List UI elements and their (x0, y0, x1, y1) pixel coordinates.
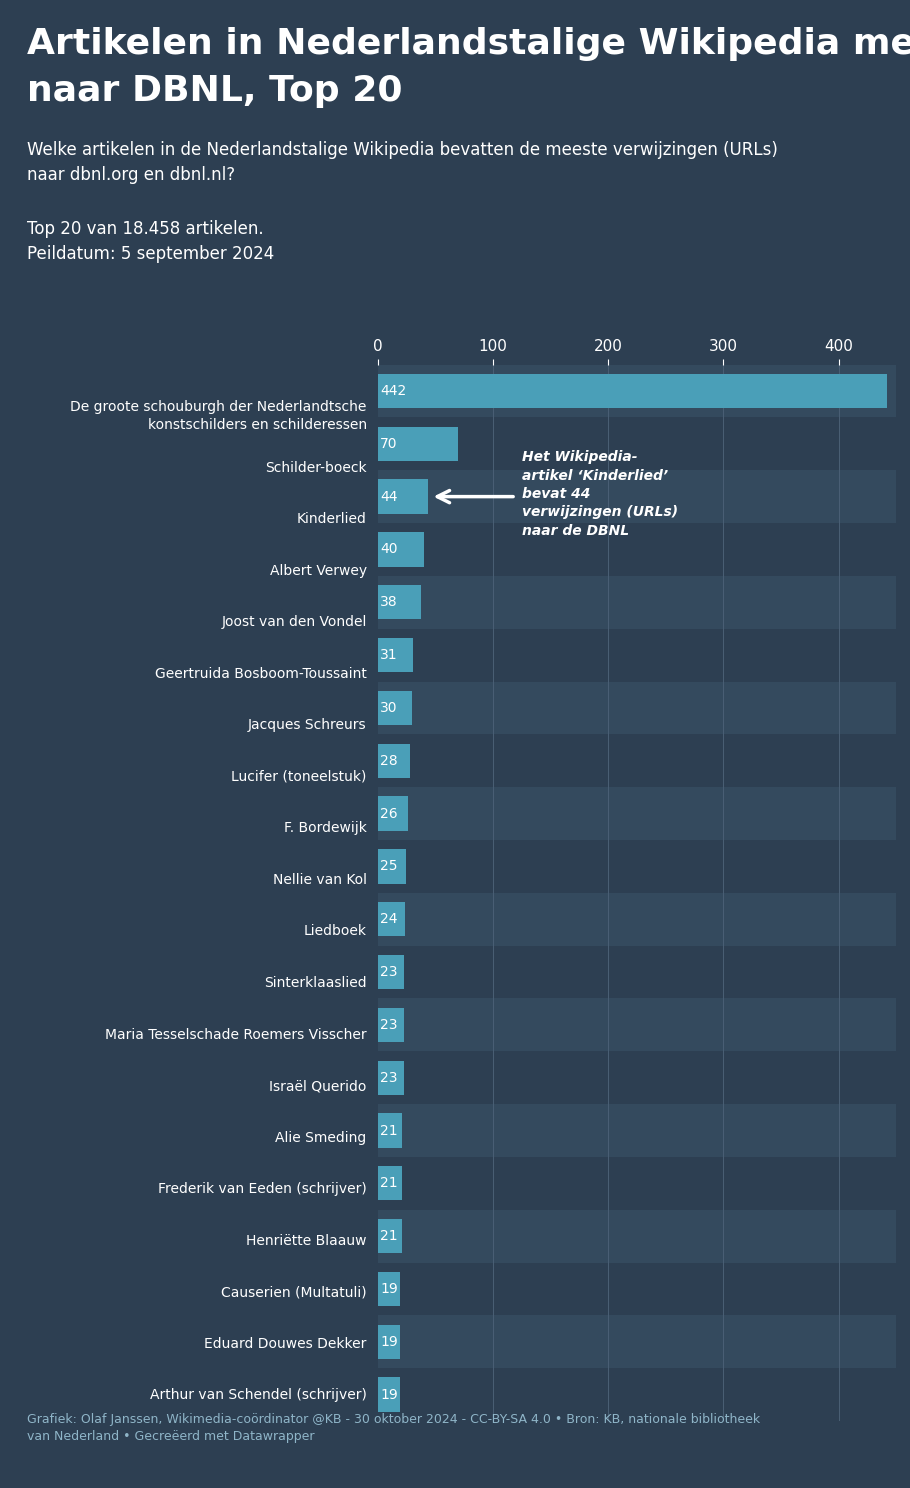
Text: Joost van den Vondel: Joost van den Vondel (221, 615, 367, 629)
Text: Eduard Douwes Dekker: Eduard Douwes Dekker (205, 1336, 367, 1351)
Text: 19: 19 (380, 1388, 398, 1402)
Text: 24: 24 (380, 912, 398, 926)
Bar (378, 1051, 896, 1104)
Text: Albert Verwey: Albert Verwey (269, 564, 367, 577)
Bar (378, 638, 413, 673)
Bar (378, 470, 896, 522)
Bar (378, 796, 408, 830)
Text: 25: 25 (380, 860, 398, 873)
Text: Grafiek: Olaf Janssen, Wikimedia-coördinator @KB - 30 oktober 2024 - CC-BY-SA 4.: Grafiek: Olaf Janssen, Wikimedia-coördin… (27, 1414, 761, 1443)
Bar (378, 787, 896, 839)
Text: Liedboek: Liedboek (304, 924, 367, 939)
Text: 19: 19 (380, 1283, 398, 1296)
Bar (378, 1219, 402, 1253)
Text: 30: 30 (380, 701, 398, 714)
Bar (378, 893, 896, 946)
Text: 44: 44 (380, 490, 398, 503)
Text: 21: 21 (380, 1123, 398, 1137)
Bar (378, 533, 424, 567)
Text: Henriëtte Blaauw: Henriëtte Blaauw (247, 1234, 367, 1247)
Bar (378, 479, 429, 513)
Bar (378, 1104, 896, 1158)
Text: 38: 38 (380, 595, 398, 609)
Bar (378, 690, 412, 725)
Bar (378, 1061, 404, 1095)
Text: Het Wikipedia-
artikel ‘Kinderlied’
bevat 44
verwijzingen (URLs)
naar de DBNL: Het Wikipedia- artikel ‘Kinderlied’ beva… (521, 451, 678, 537)
Bar (378, 839, 896, 893)
Text: Jacques Schreurs: Jacques Schreurs (248, 719, 367, 732)
Bar (378, 998, 896, 1051)
Text: Maria Tesselschade Roemers Visscher: Maria Tesselschade Roemers Visscher (105, 1028, 367, 1042)
Text: Schilder-boeck: Schilder-boeck (265, 461, 367, 475)
Text: Kinderlied: Kinderlied (297, 512, 367, 527)
Bar (378, 1378, 399, 1412)
Bar (378, 1007, 404, 1042)
Bar (378, 628, 896, 682)
Text: 23: 23 (380, 1071, 398, 1085)
Text: 26: 26 (380, 806, 398, 820)
Text: 19: 19 (380, 1335, 398, 1348)
Bar (378, 902, 405, 936)
Bar (378, 1210, 896, 1262)
Bar (378, 1315, 896, 1369)
Text: Sinterklaaslied: Sinterklaaslied (264, 976, 367, 990)
Text: Causerien (Multatuli): Causerien (Multatuli) (221, 1286, 367, 1299)
Bar (378, 1158, 896, 1210)
Bar (378, 734, 896, 787)
Text: 23: 23 (380, 1018, 398, 1031)
Text: F. Bordewijk: F. Bordewijk (284, 821, 367, 835)
Text: 21: 21 (380, 1229, 398, 1242)
Bar (378, 744, 410, 778)
Text: 21: 21 (380, 1177, 398, 1190)
Bar (378, 682, 896, 734)
Bar (378, 946, 896, 998)
Bar (378, 850, 407, 884)
Text: 70: 70 (380, 437, 398, 451)
Bar (378, 373, 887, 408)
Text: naar DBNL, Top 20: naar DBNL, Top 20 (27, 74, 403, 109)
Text: De groote schouburgh der Nederlandtsche
konstschilders en schilderessen: De groote schouburgh der Nederlandtsche … (70, 400, 367, 432)
Text: Nellie van Kol: Nellie van Kol (273, 873, 367, 887)
Bar (378, 427, 459, 461)
Text: Artikelen in Nederlandstalige Wikipedia met meeste links: Artikelen in Nederlandstalige Wikipedia … (27, 27, 910, 61)
Text: 40: 40 (380, 543, 398, 557)
Bar (378, 365, 896, 417)
Bar (378, 1369, 896, 1421)
Text: Top 20 van 18.458 artikelen.
Peildatum: 5 september 2024: Top 20 van 18.458 artikelen. Peildatum: … (27, 220, 275, 263)
Bar (378, 585, 421, 619)
Bar (378, 1113, 402, 1147)
Bar (378, 1167, 402, 1201)
Text: 442: 442 (380, 384, 406, 397)
Text: Welke artikelen in de Nederlandstalige Wikipedia bevatten de meeste verwijzingen: Welke artikelen in de Nederlandstalige W… (27, 141, 778, 185)
Bar (378, 955, 404, 990)
Text: 23: 23 (380, 966, 398, 979)
Text: Geertruida Bosboom-Toussaint: Geertruida Bosboom-Toussaint (155, 667, 367, 682)
Text: Frederik van Eeden (schrijver): Frederik van Eeden (schrijver) (158, 1181, 367, 1196)
Bar (378, 1272, 399, 1306)
Bar (378, 1262, 896, 1315)
Bar (378, 522, 896, 576)
Bar (378, 576, 896, 628)
Text: 28: 28 (380, 754, 398, 768)
Text: 31: 31 (380, 649, 398, 662)
Text: Alie Smeding: Alie Smeding (276, 1131, 367, 1144)
Text: Lucifer (toneelstuk): Lucifer (toneelstuk) (231, 769, 367, 784)
Bar (378, 1324, 399, 1359)
Text: Arthur van Schendel (schrijver): Arthur van Schendel (schrijver) (150, 1388, 367, 1402)
Bar (378, 417, 896, 470)
Text: Israël Querido: Israël Querido (269, 1079, 367, 1094)
